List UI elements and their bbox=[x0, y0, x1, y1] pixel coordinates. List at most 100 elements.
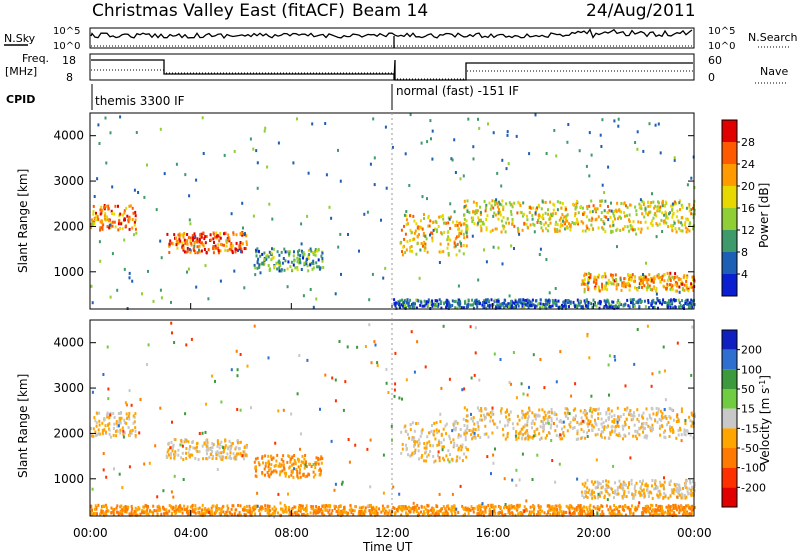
range-cell bbox=[404, 232, 407, 236]
range-cell bbox=[189, 250, 192, 254]
range-cell bbox=[536, 427, 539, 431]
range-cell bbox=[123, 421, 126, 425]
range-cell bbox=[603, 222, 606, 226]
range-cell bbox=[605, 483, 608, 487]
range-cell bbox=[646, 288, 649, 292]
range-cell bbox=[422, 232, 425, 235]
range-cell bbox=[580, 490, 583, 494]
range-cell bbox=[283, 509, 286, 513]
range-cell bbox=[413, 219, 416, 223]
range-cell bbox=[289, 457, 292, 461]
range-cell bbox=[655, 406, 658, 410]
range-cell bbox=[256, 161, 259, 165]
range-cell bbox=[514, 513, 517, 517]
range-cell bbox=[417, 511, 420, 515]
range-cell bbox=[423, 505, 426, 509]
range-cell bbox=[283, 467, 286, 470]
range-cell bbox=[478, 302, 481, 306]
range-cell bbox=[347, 438, 350, 441]
range-cell bbox=[463, 236, 466, 240]
range-cell bbox=[538, 414, 541, 418]
range-cell bbox=[663, 369, 666, 373]
range-cell bbox=[522, 214, 524, 218]
range-cell bbox=[675, 489, 678, 493]
range-cell bbox=[278, 473, 281, 477]
range-cell bbox=[426, 140, 429, 144]
range-cell bbox=[470, 433, 473, 437]
range-cell bbox=[533, 223, 536, 227]
range-cell bbox=[535, 304, 538, 308]
range-cell bbox=[587, 271, 590, 275]
range-cell bbox=[218, 511, 221, 515]
range-cell bbox=[347, 233, 349, 236]
range-cell bbox=[306, 358, 309, 362]
range-cell bbox=[93, 511, 96, 515]
range-cell bbox=[459, 177, 462, 181]
range-cell bbox=[294, 462, 297, 466]
range-cell bbox=[545, 513, 548, 517]
range-cell bbox=[686, 298, 689, 302]
range-cell bbox=[606, 425, 609, 429]
range-cell bbox=[566, 213, 569, 217]
range-cell bbox=[499, 505, 501, 509]
range-cell bbox=[684, 433, 687, 437]
range-cell bbox=[589, 275, 592, 279]
range-cell bbox=[610, 201, 612, 205]
range-cell bbox=[462, 417, 465, 421]
range-cell bbox=[692, 414, 694, 417]
range-cell bbox=[243, 450, 246, 454]
range-cell bbox=[519, 301, 522, 305]
range-cell bbox=[511, 505, 514, 509]
range-cell bbox=[200, 235, 203, 239]
range-cell bbox=[185, 343, 188, 347]
range-cell bbox=[407, 432, 409, 436]
range-cell bbox=[505, 167, 508, 171]
range-cell bbox=[257, 249, 260, 253]
range-cell bbox=[672, 212, 675, 215]
range-cell bbox=[187, 512, 190, 516]
range-cell bbox=[544, 305, 547, 309]
range-cell bbox=[689, 433, 692, 437]
range-cell bbox=[395, 508, 398, 511]
range-cell bbox=[540, 207, 543, 211]
range-cell bbox=[578, 507, 581, 511]
range-cell bbox=[134, 433, 137, 437]
range-cell bbox=[615, 228, 618, 232]
range-cell bbox=[263, 251, 266, 255]
range-cell bbox=[476, 505, 479, 509]
range-cell bbox=[549, 513, 552, 516]
range-cell bbox=[483, 200, 486, 203]
range-cell bbox=[479, 218, 482, 222]
range-cell bbox=[306, 264, 309, 268]
range-cell bbox=[502, 302, 505, 306]
range-cell bbox=[194, 507, 197, 511]
range-cell bbox=[439, 509, 442, 513]
range-cell bbox=[650, 509, 653, 513]
range-cell bbox=[466, 419, 469, 423]
range-cell bbox=[522, 201, 525, 205]
range-cell bbox=[651, 407, 654, 411]
range-cell bbox=[171, 331, 173, 335]
range-cell bbox=[303, 466, 306, 470]
range-cell bbox=[403, 224, 405, 228]
range-cell bbox=[585, 272, 588, 276]
range-cell bbox=[294, 266, 297, 270]
range-cell bbox=[500, 203, 503, 207]
range-cell bbox=[619, 482, 622, 486]
range-cell bbox=[649, 278, 652, 282]
range-cell bbox=[618, 415, 621, 419]
range-cell bbox=[551, 505, 554, 509]
range-cell bbox=[650, 288, 653, 292]
range-cell bbox=[224, 248, 227, 252]
range-cell bbox=[589, 419, 592, 423]
range-cell bbox=[663, 221, 665, 225]
range-cell bbox=[519, 204, 522, 207]
range-cell bbox=[113, 422, 116, 426]
range-cell bbox=[647, 301, 650, 305]
range-cell bbox=[538, 216, 540, 220]
range-cell bbox=[438, 429, 440, 433]
range-cell bbox=[169, 453, 172, 456]
range-cell bbox=[109, 131, 112, 135]
range-cell bbox=[585, 494, 587, 498]
range-cell bbox=[680, 439, 683, 443]
